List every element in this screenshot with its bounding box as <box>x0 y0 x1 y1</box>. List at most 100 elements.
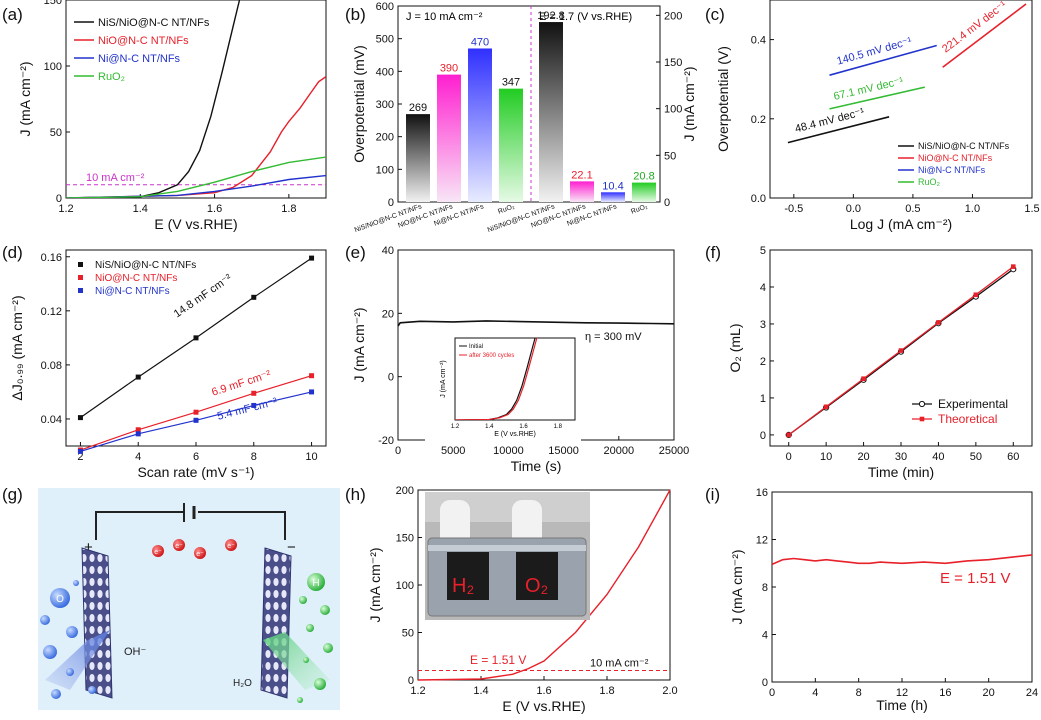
y-tick-label: -20 <box>378 435 394 447</box>
left-bar-value-2: 390 <box>440 63 458 75</box>
x-tick-label: 5000 <box>441 445 465 457</box>
panel-a-lsv-chart: 1.2 1.4 1.6 1.8 0 50 100 150 E (V vs.RHE) J (mA c… <box>17 0 327 232</box>
y-tick-label: 150 <box>44 0 62 7</box>
o-bubble-7 <box>73 580 79 586</box>
series-line-1 <box>66 0 241 198</box>
x-axis-label: E (V vs.RHE) <box>502 698 585 714</box>
right-bar-2 <box>570 181 594 202</box>
data-point <box>251 402 257 408</box>
h-bubble-5 <box>323 643 333 653</box>
x-tick-label: 2.0 <box>662 685 677 697</box>
photo-water-surface <box>428 545 586 551</box>
panel-i-stability-chart: 0 4 8 12 16 20 24 0 4 8 12 16 Time (h) J (mA cm⁻²) E =… <box>729 487 1038 713</box>
x-tick-label: 1.8 <box>599 685 614 697</box>
potential-annotation: E = 1.51 V <box>470 653 526 667</box>
panel-label-i: (i) <box>705 485 720 504</box>
anode-reaction-beam <box>45 630 110 690</box>
right-bar-4 <box>632 182 656 202</box>
right-bar-value-4: 20.8 <box>633 171 654 183</box>
left-bar-value-4: 347 <box>502 77 520 89</box>
h-bubble-label: H <box>312 578 319 589</box>
data-point <box>193 417 199 423</box>
photo-cathode <box>447 552 489 600</box>
series-line-1 <box>787 116 890 144</box>
cathode-reaction-beam <box>263 632 330 690</box>
data-point <box>973 292 979 298</box>
cathode-electrode <box>260 547 292 699</box>
panel-h-photo-inset: H₂ O₂ <box>425 492 590 620</box>
stability-line <box>771 554 1033 566</box>
o-bubble-4 <box>43 645 57 659</box>
anode-plus-sign: + <box>84 539 93 556</box>
x-tick-label: 0 <box>786 451 792 463</box>
x-tick-label: 1.6 <box>536 685 551 697</box>
h-bubble-7 <box>314 678 326 690</box>
x-tick-label: 1.0 <box>965 203 980 215</box>
plot-frame <box>769 0 1033 199</box>
anode-electrode <box>81 547 113 699</box>
y-tick-label: 0.08 <box>41 360 62 372</box>
x-tick-label: 0 <box>769 687 775 699</box>
electron-label-4: e⁻ <box>227 543 235 550</box>
y-tick-label: 40 <box>382 245 394 257</box>
slope-label-1: 14.8 mF cm⁻² <box>172 272 235 320</box>
x-tick-label: 1.5 <box>1024 203 1039 215</box>
x-tick-label: 1.2 <box>410 685 425 697</box>
right-bar-value-2: 22.1 <box>571 169 592 181</box>
x-tick-label: 1.4 <box>473 685 488 697</box>
legend-marker-3 <box>78 288 83 293</box>
h-bubble-1 <box>307 573 325 591</box>
legend-marker-2 <box>78 275 83 280</box>
x-tick-label: 10 <box>305 451 317 463</box>
y-tick-label: 0 <box>760 430 766 442</box>
y-tick-label: 3 <box>760 319 766 331</box>
y-tick-label: 0.2 <box>751 114 766 126</box>
y-tick-label-left: 200 <box>376 132 394 144</box>
y-tick-label: 0 <box>56 193 62 205</box>
y-axis-label: O₂ (mL) <box>727 324 743 373</box>
hydroxide-label: OH⁻ <box>124 646 147 658</box>
data-point <box>861 376 866 381</box>
y-tick-label: 12 <box>756 535 768 547</box>
h-bubble-6 <box>303 657 309 663</box>
y-tick-label: 50 <box>50 127 62 139</box>
x-tick-label: 24 <box>1026 687 1038 699</box>
left-category-label-4: RuO₂ <box>497 203 516 216</box>
data-point <box>135 427 141 433</box>
polarization-curve <box>417 489 671 681</box>
inset-background <box>425 336 581 444</box>
y-tick-label: 4 <box>760 282 766 294</box>
data-point <box>309 373 315 379</box>
x-tick-label: 0.5 <box>905 203 920 215</box>
y-tick-label: 0 <box>762 677 768 689</box>
y-tick-label: 0.12 <box>41 306 62 318</box>
panel-label-e: (e) <box>345 243 366 262</box>
y-tick-label-right: 100 <box>664 104 682 116</box>
electron-1 <box>152 545 164 557</box>
x-axis-label: Time (min) <box>868 464 934 480</box>
y-tick-label: 0 <box>408 675 414 687</box>
panel-label-c: (c) <box>705 5 725 24</box>
x-tick-label: 8 <box>856 687 862 699</box>
panel-label-b: (b) <box>345 5 366 24</box>
y-axis-label: ΔJ₀.₉₉ (mA cm⁻²) <box>9 295 25 400</box>
electron-3 <box>194 547 206 559</box>
panel-label-f: (f) <box>705 243 721 262</box>
legend-label-2: NiO@N-C NT/NFs <box>98 35 189 47</box>
legend-marker-1 <box>918 400 926 408</box>
x-axis-label: Time (h) <box>876 697 928 713</box>
electron-label-2: e⁻ <box>175 543 183 550</box>
data-point <box>1010 264 1016 269</box>
stability-line <box>397 320 675 327</box>
panel-f-o2-chart: 0 10 20 30 40 50 60 0 1 2 3 4 5 Time (min) O₂ (mL) Expe… <box>727 245 1033 480</box>
x-axis-label: Time (s) <box>511 458 562 474</box>
electron-2 <box>173 539 185 551</box>
slope-label-3: 5.4 mF cm⁻² <box>216 396 279 423</box>
x-tick-label: 1.8 <box>281 203 296 215</box>
y-tick-label-right: 200 <box>664 10 682 22</box>
right-bar-3 <box>601 192 625 202</box>
inset-y-axis-label: J (mA cm⁻²) <box>440 360 447 398</box>
o-bubble-1 <box>50 588 70 608</box>
h-bubble-3 <box>320 605 330 615</box>
